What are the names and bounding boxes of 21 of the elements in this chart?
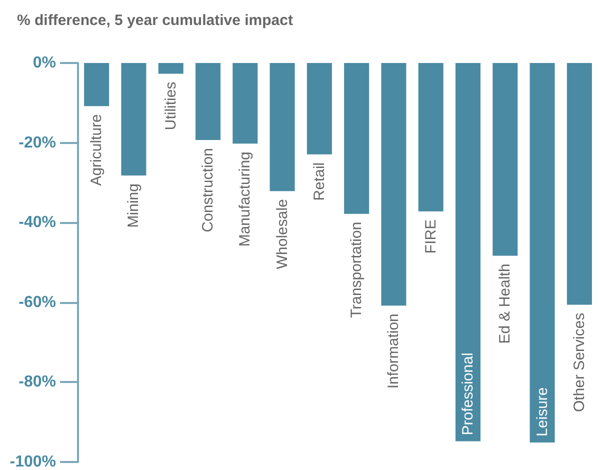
x-tick-label: Wholesale	[274, 199, 291, 270]
y-tick-label: -20%	[18, 134, 56, 152]
y-tick-label: -80%	[18, 374, 56, 391]
x-tick-label: Construction	[200, 148, 216, 232]
x-tick-label: FIRE	[422, 219, 440, 254]
x-tick-label: Transportation	[348, 222, 366, 318]
x-tick-label: Other Services	[570, 312, 588, 412]
y-tick-label: -100%	[10, 454, 56, 470]
x-tick-label: Utilities	[162, 82, 180, 130]
y-tick-label: -60%	[18, 294, 56, 311]
x-tick-label: Manufacturing	[236, 152, 254, 247]
x-tick-label: Information	[385, 314, 402, 389]
x-tick-label: Ed & Health	[496, 264, 514, 344]
x-tick-label: Mining	[125, 184, 142, 228]
chart-title: % difference, 5 year cumulative impact	[17, 12, 293, 29]
x-tick-label: Retail	[310, 162, 328, 201]
x-tick-label: Professional	[460, 352, 476, 436]
y-tick-label: -40%	[18, 214, 56, 232]
y-tick-label: 0%	[32, 54, 56, 72]
x-tick-label: Agriculture	[88, 114, 106, 186]
x-tick-label: Leisure	[534, 387, 551, 436]
